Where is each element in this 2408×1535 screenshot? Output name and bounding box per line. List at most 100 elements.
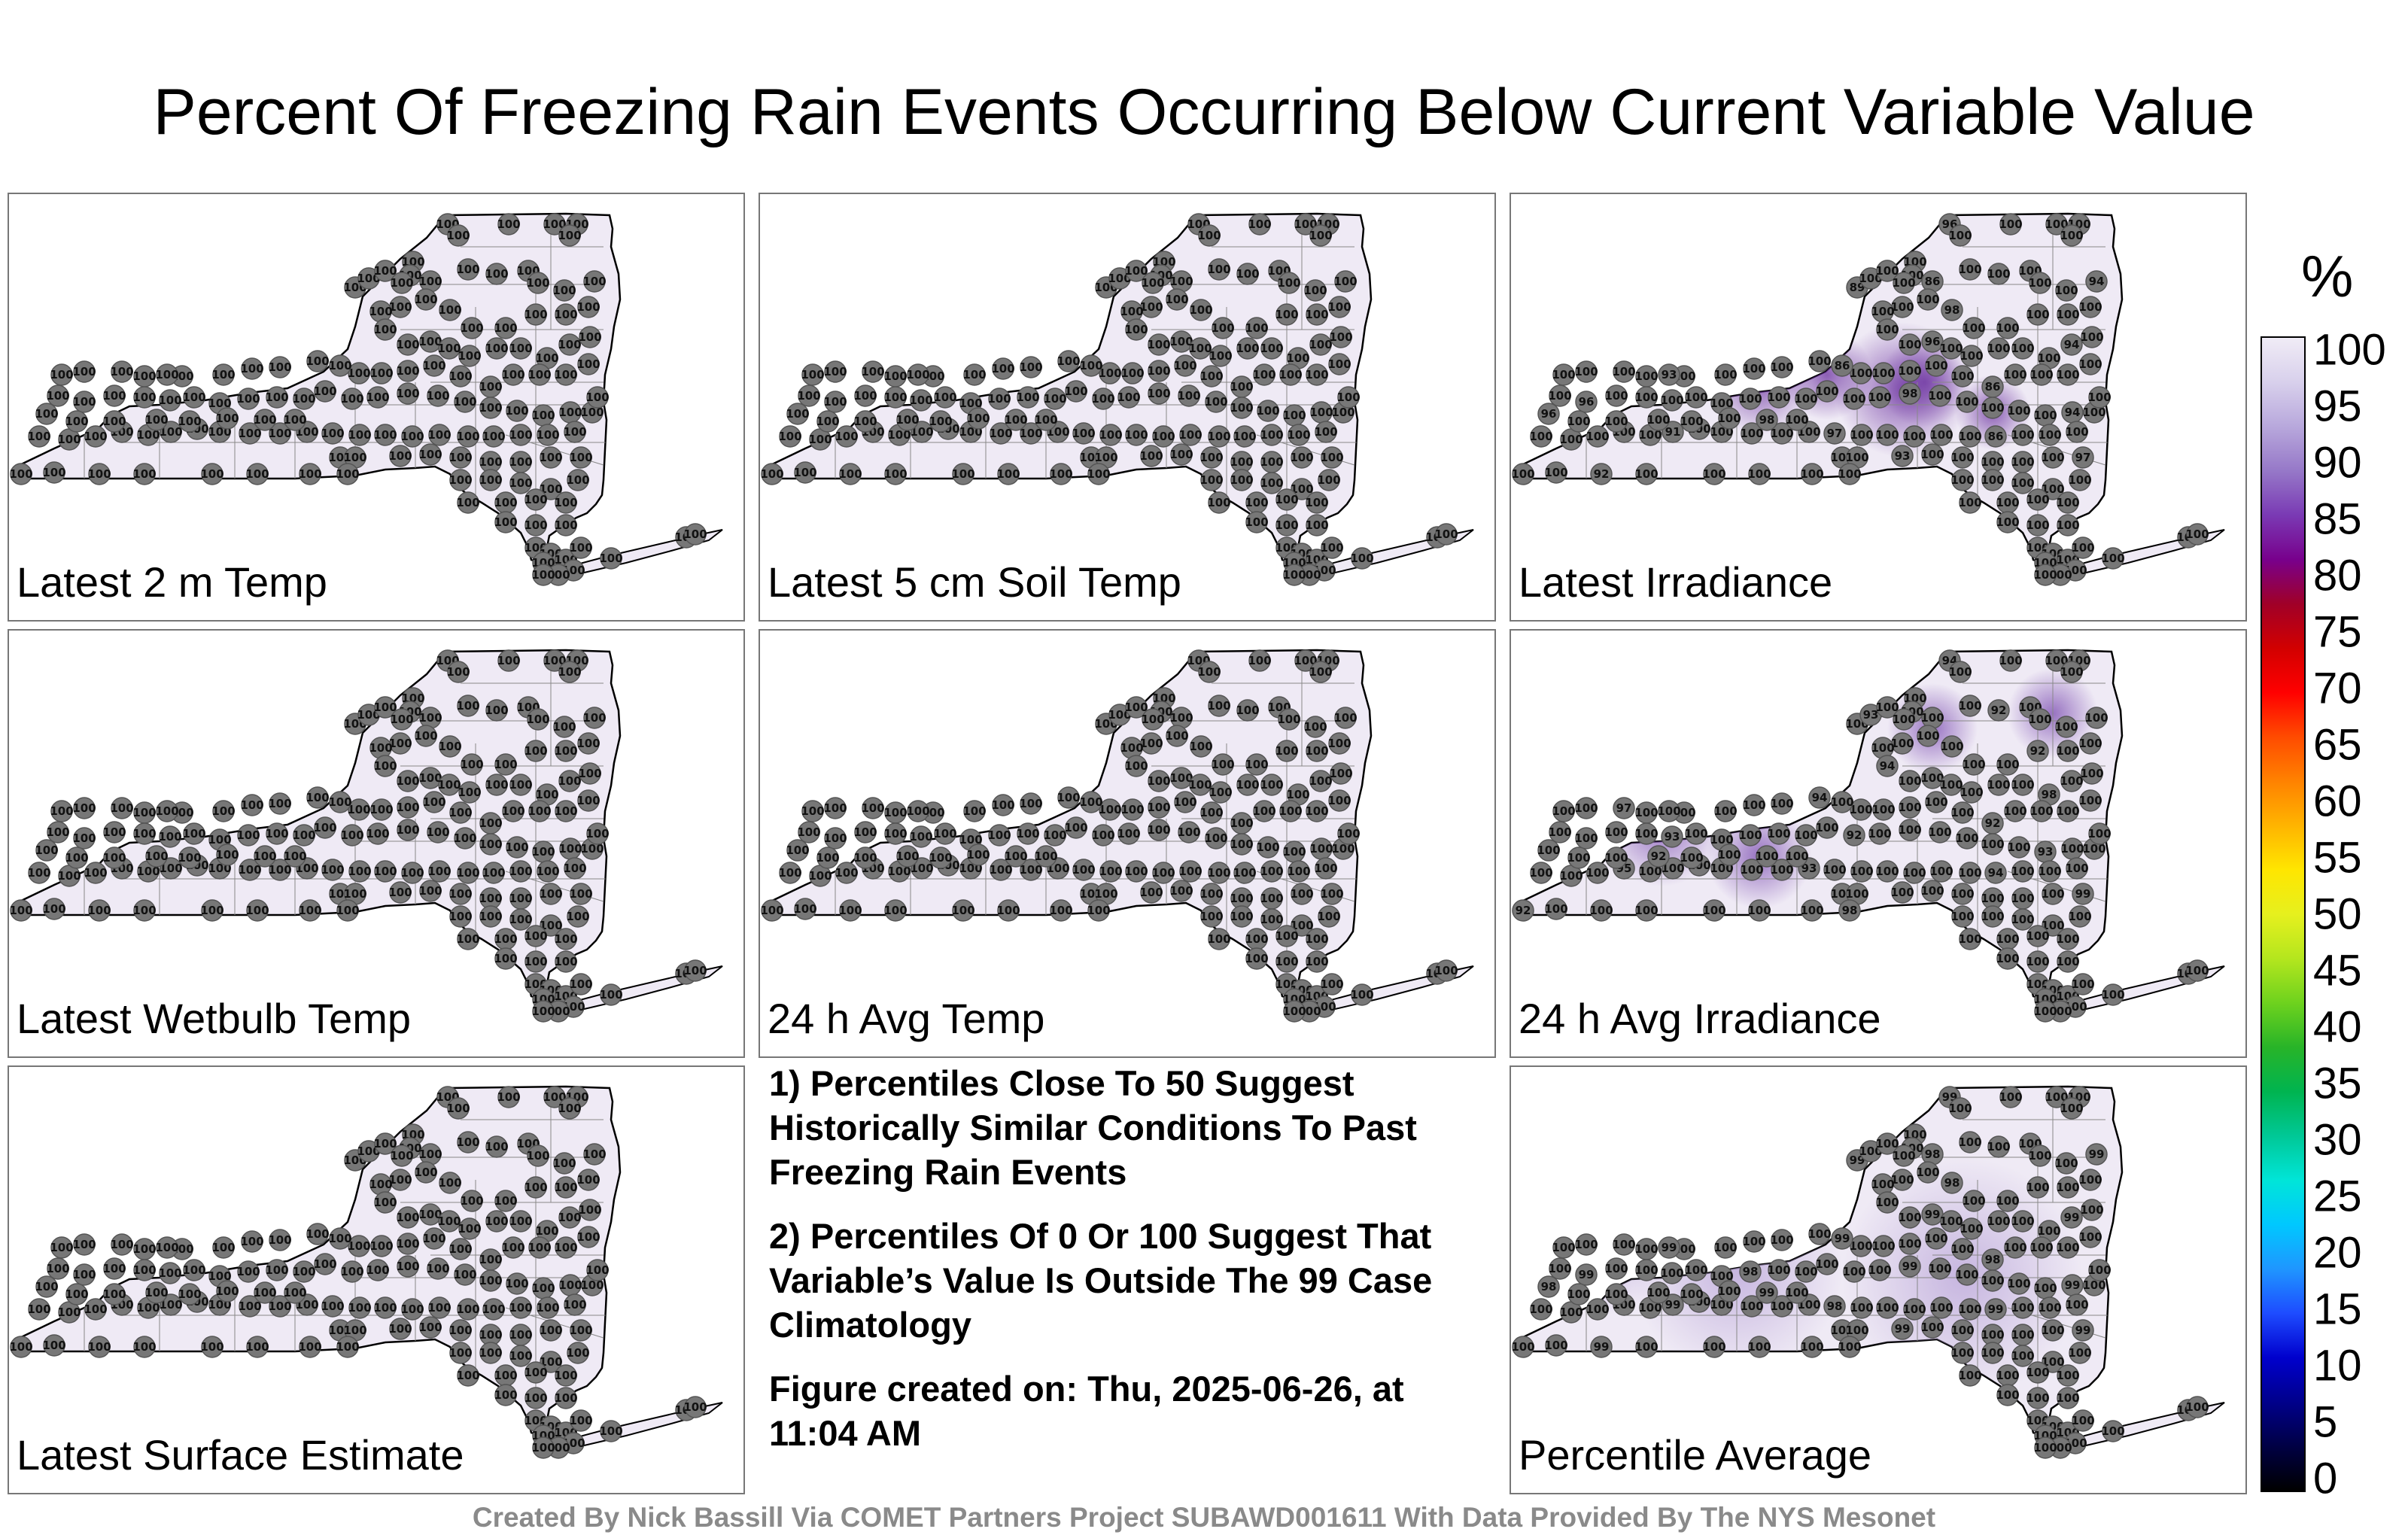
station-marker: 100 <box>479 375 503 398</box>
station-marker: 100 <box>357 704 381 726</box>
station-value: 100 <box>1207 699 1230 713</box>
station-marker: 100 <box>1898 796 1922 819</box>
station-value: 100 <box>1996 1194 2019 1208</box>
station-marker: 100 <box>524 488 548 511</box>
station-marker: 100 <box>505 836 529 859</box>
station-value: 99 <box>1895 1322 1911 1336</box>
station-marker: 100 <box>1230 469 1254 491</box>
station-value: 100 <box>1277 276 1300 290</box>
station-marker: 100 <box>1169 443 1193 466</box>
station-value: 100 <box>576 794 600 807</box>
station-value: 100 <box>1230 473 1253 487</box>
station-marker: 100 <box>535 347 559 369</box>
station-value: 100 <box>2041 1355 2064 1369</box>
station-marker: 100 <box>1958 1298 1982 1321</box>
station-marker: 100 <box>283 409 307 431</box>
station-value: 100 <box>1684 827 1707 840</box>
station-marker: 100 <box>1120 737 1144 759</box>
station-marker: 100 <box>132 1238 157 1260</box>
station-value: 100 <box>531 1281 555 1295</box>
station-value: 100 <box>536 865 559 878</box>
station-marker: 100 <box>569 1319 593 1342</box>
station-marker: 100 <box>438 1172 462 1194</box>
station-value: 100 <box>1230 401 1253 415</box>
station-marker: 100 <box>524 1176 548 1199</box>
station-value: 100 <box>1124 865 1148 878</box>
station-value: 100 <box>1875 1196 1899 1209</box>
station-marker: 100 <box>1327 353 1351 375</box>
station-value: 100 <box>1850 865 1873 878</box>
station-marker: 100 <box>1770 356 1794 378</box>
station-value: 100 <box>1290 887 1313 901</box>
station-value: 100 <box>340 392 363 406</box>
station-marker: 100 <box>369 798 394 821</box>
station-value: 100 <box>1710 833 1733 847</box>
station-value: 100 <box>1305 308 1328 321</box>
station-marker: 100 <box>1950 1342 1975 1364</box>
station-marker: 100 <box>585 1259 610 1281</box>
station-marker: 100 <box>265 822 289 845</box>
station-value: 100 <box>1875 428 1899 442</box>
station-marker: 100 <box>1139 881 1163 904</box>
station-value: 100 <box>313 1257 336 1271</box>
station-value: 100 <box>1309 665 1332 679</box>
station-value: 100 <box>1173 359 1196 372</box>
station-marker: 100 <box>906 363 930 386</box>
station-value: 100 <box>959 833 982 847</box>
station-marker: 100 <box>306 1223 330 1245</box>
station-marker: 100 <box>989 422 1013 445</box>
station-value: 100 <box>554 368 577 381</box>
station-value: 100 <box>328 359 351 372</box>
panel-label: Latest 2 m Temp <box>17 558 327 606</box>
station-marker: 100 <box>215 843 239 866</box>
station-value: 100 <box>72 1268 96 1281</box>
station-marker: 100 <box>1320 536 1344 559</box>
station-marker: 100 <box>853 821 877 843</box>
station-value: 100 <box>1511 1340 1534 1354</box>
station-marker: 100 <box>1230 905 1254 928</box>
station-marker: 100 <box>528 1236 552 1259</box>
station-marker: 100 <box>458 345 482 367</box>
station-value: 100 <box>102 415 126 428</box>
station-marker: 100 <box>1634 1336 1659 1358</box>
station-marker: 100 <box>1019 859 1043 881</box>
station-value: 100 <box>208 397 231 410</box>
station-value: 100 <box>582 711 606 725</box>
station-marker: 100 <box>991 794 1015 816</box>
station-value: 100 <box>336 467 359 481</box>
station-marker: 100 <box>1929 860 1953 883</box>
station-marker: 100 <box>298 1336 322 1358</box>
station-value: 100 <box>2078 357 2102 371</box>
station-marker: 99 <box>1891 1318 1914 1340</box>
station-value: 100 <box>2028 276 2051 290</box>
station-marker: 92 <box>2026 740 2049 762</box>
station-value: 100 <box>414 293 437 306</box>
station-marker: 100 <box>268 792 292 815</box>
station-marker: 100 <box>1108 267 1132 290</box>
station-marker: 100 <box>200 463 224 485</box>
station-value: 100 <box>2082 1278 2105 1292</box>
station-value: 100 <box>1287 865 1310 878</box>
station-value: 100 <box>2060 842 2084 856</box>
station-value: 100 <box>245 1340 269 1354</box>
station-marker: 100 <box>1567 410 1591 433</box>
station-value: 99 <box>1662 1241 1677 1254</box>
station-value: 100 <box>1331 842 1354 856</box>
station-value: 100 <box>2082 406 2105 419</box>
station-marker: 100 <box>1850 424 1874 446</box>
station-marker: 100 <box>933 386 957 409</box>
station-marker: 100 <box>485 699 509 722</box>
figure-created-note: Figure created on: Thu, 2025-06-26, at 1… <box>769 1369 1404 1453</box>
station-value: 100 <box>2101 1424 2124 1438</box>
station-value: 100 <box>2056 1391 2079 1405</box>
station-marker: 100 <box>2056 514 2080 536</box>
station-value: 100 <box>2056 496 2079 509</box>
station-value: 100 <box>485 267 508 281</box>
station-value: 98 <box>1944 303 1960 317</box>
station-value: 100 <box>1169 335 1193 348</box>
station-marker: 100 <box>427 424 451 446</box>
station-value: 100 <box>396 801 419 814</box>
station-value: 100 <box>1770 1233 1793 1247</box>
station-value: 100 <box>1999 217 2022 231</box>
station-value: 100 <box>1996 321 2019 335</box>
